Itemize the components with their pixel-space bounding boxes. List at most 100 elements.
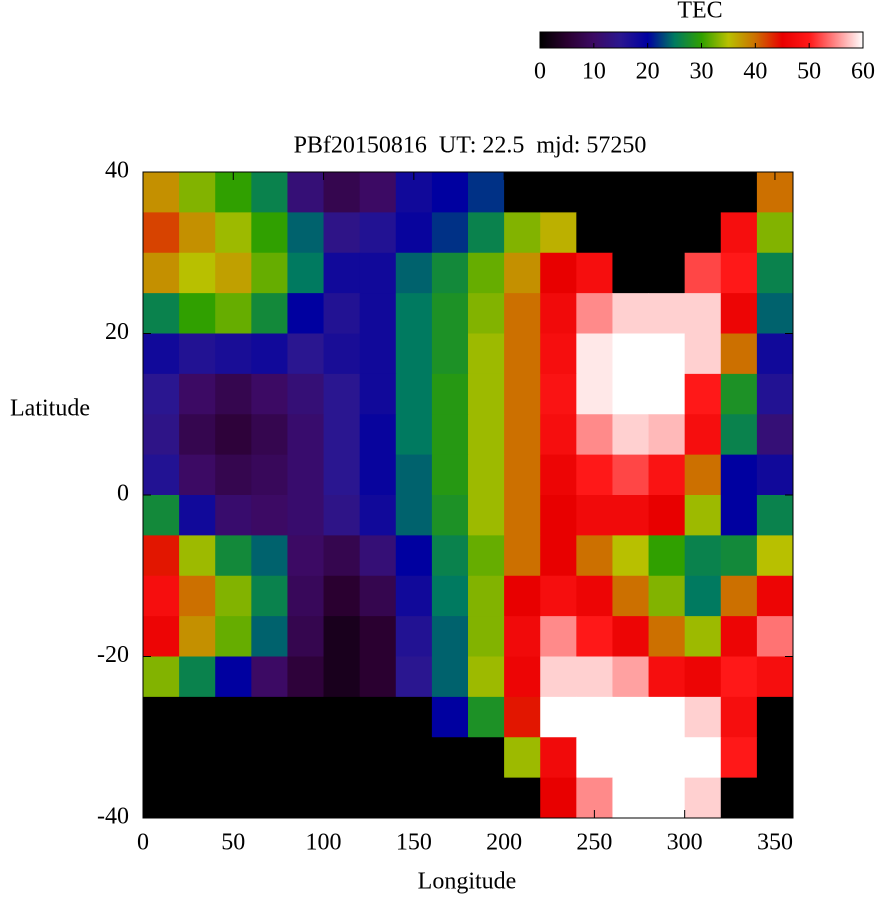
x-tick-label: 250	[576, 830, 612, 856]
heat-cell	[395, 333, 433, 375]
heat-cell	[468, 454, 505, 496]
heat-cell	[143, 414, 180, 456]
heat-cell	[756, 495, 794, 536]
heat-cell	[323, 696, 361, 738]
heat-cell	[576, 293, 613, 334]
heat-cell	[251, 696, 288, 738]
heat-cell	[468, 333, 505, 375]
heat-cell	[612, 737, 650, 779]
heat-cell	[395, 414, 433, 456]
heat-cell	[504, 737, 541, 779]
heat-cell	[612, 656, 650, 698]
heat-cell	[756, 737, 794, 779]
heat-cell	[504, 575, 541, 617]
heat-cell	[756, 333, 794, 375]
heat-cell	[756, 454, 794, 496]
heat-cell	[359, 495, 397, 536]
heat-cell	[143, 373, 180, 415]
heat-cell	[179, 616, 216, 657]
heat-cell	[468, 252, 505, 294]
heat-cell	[756, 252, 794, 294]
heat-cell	[359, 575, 397, 617]
heat-cell	[179, 373, 216, 415]
heat-cell	[395, 454, 433, 496]
heat-cell	[540, 212, 577, 254]
heat-cell	[143, 696, 180, 738]
heat-cell	[648, 737, 686, 779]
heat-cell	[323, 212, 361, 254]
heat-cell	[720, 696, 758, 738]
heat-cell	[143, 293, 180, 334]
heat-cell	[684, 373, 722, 415]
heat-cell	[720, 616, 758, 657]
heat-cell	[287, 414, 325, 456]
heat-cell	[540, 535, 577, 577]
heat-cell	[720, 373, 758, 415]
heat-cell	[720, 495, 758, 536]
heat-cell	[612, 333, 650, 375]
heat-cell	[468, 656, 505, 698]
heat-cell	[395, 535, 433, 577]
heat-cell	[684, 172, 722, 213]
heat-cell	[323, 575, 361, 617]
heat-cell	[468, 495, 505, 536]
heat-cell	[287, 575, 325, 617]
heat-cell	[648, 535, 686, 577]
heat-cell	[684, 414, 722, 456]
heat-cell	[359, 535, 397, 577]
heat-cell	[251, 414, 288, 456]
heat-cell	[648, 373, 686, 415]
heat-cell	[720, 656, 758, 698]
heat-cell	[684, 252, 722, 294]
heat-cell	[576, 212, 613, 254]
heat-cell	[179, 252, 216, 294]
heat-cell	[359, 616, 397, 657]
colorbar-tick-label: 40	[743, 59, 767, 85]
heat-cell	[359, 737, 397, 779]
heat-cell	[287, 252, 325, 294]
heat-cell	[395, 293, 433, 334]
y-tick-label: -40	[97, 804, 129, 830]
y-tick-label: 20	[105, 319, 129, 345]
heat-cell	[359, 454, 397, 496]
heat-cell	[179, 535, 216, 577]
heat-cell	[395, 575, 433, 617]
heat-cell	[287, 737, 325, 779]
heat-cell	[395, 656, 433, 698]
heat-cell	[287, 495, 325, 536]
heat-cell	[323, 293, 361, 334]
x-tick-label: 300	[667, 830, 703, 856]
heat-cell	[323, 172, 361, 213]
heat-cell	[251, 656, 288, 698]
heat-cell	[323, 252, 361, 294]
heat-cell	[684, 293, 722, 334]
heat-cell	[540, 293, 577, 334]
heat-cell	[468, 293, 505, 334]
heat-cell	[179, 212, 216, 254]
heat-cell	[468, 373, 505, 415]
heat-cell	[431, 535, 469, 577]
heat-cell	[179, 696, 216, 738]
heat-cell	[576, 252, 613, 294]
heat-cell	[720, 333, 758, 375]
heat-cell	[612, 373, 650, 415]
heat-cell	[504, 293, 541, 334]
heat-cell	[468, 172, 505, 213]
heat-cell	[756, 535, 794, 577]
heat-cell	[576, 616, 613, 657]
heat-cell	[143, 212, 180, 254]
heat-cell	[648, 575, 686, 617]
heat-cell	[431, 293, 469, 334]
heat-cell	[395, 373, 433, 415]
heat-cell	[504, 656, 541, 698]
heat-cell	[720, 575, 758, 617]
heat-cell	[143, 777, 180, 819]
heat-cell	[612, 495, 650, 536]
y-tick-label: 40	[105, 158, 129, 184]
colorbar-tick-label: 20	[636, 59, 660, 85]
heat-cell	[504, 212, 541, 254]
heat-cell	[179, 777, 216, 819]
heat-cell	[287, 454, 325, 496]
heat-cell	[540, 414, 577, 456]
